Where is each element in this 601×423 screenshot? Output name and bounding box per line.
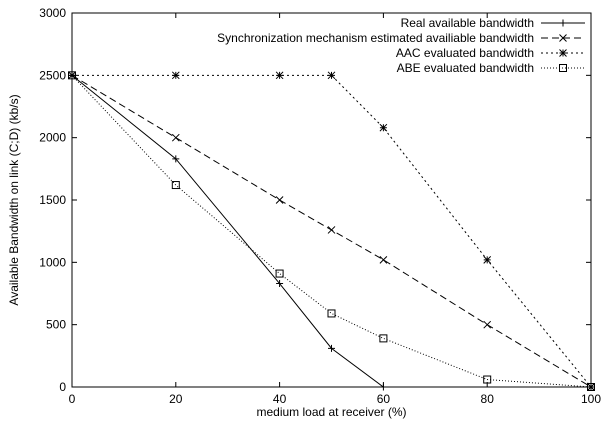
data-point bbox=[559, 34, 567, 42]
series-2 bbox=[68, 71, 595, 391]
data-point bbox=[483, 255, 492, 264]
data-point bbox=[171, 71, 180, 80]
x-tick-label: 60 bbox=[377, 392, 391, 406]
x-tick-label: 100 bbox=[581, 392, 601, 406]
series-3 bbox=[68, 71, 595, 391]
data-point bbox=[483, 320, 492, 329]
y-tick-label: 1000 bbox=[39, 255, 66, 269]
x-tick-label: 40 bbox=[273, 392, 287, 406]
data-point bbox=[379, 123, 388, 132]
y-tick-label: 2500 bbox=[39, 68, 66, 82]
data-point bbox=[172, 155, 180, 163]
data-point bbox=[327, 226, 336, 234]
data-point bbox=[171, 181, 180, 190]
data-point bbox=[171, 133, 180, 142]
y-axis-title: Available Bandwidth on link (C;D) (kb/s) bbox=[7, 94, 21, 305]
series-line bbox=[71, 74, 592, 388]
legend-label: AAC evaluated bandwidth bbox=[396, 46, 534, 60]
data-point bbox=[379, 255, 388, 264]
x-tick-label: 0 bbox=[69, 392, 76, 406]
x-tick-label: 20 bbox=[169, 392, 183, 406]
data-point bbox=[327, 309, 336, 318]
y-tick-label: 2000 bbox=[39, 131, 66, 145]
x-tick-label: 80 bbox=[481, 392, 495, 406]
plot-frame bbox=[71, 12, 592, 388]
data-point bbox=[275, 196, 284, 204]
y-tick-label: 500 bbox=[46, 318, 66, 332]
data-point bbox=[275, 269, 284, 278]
y-tick-label: 0 bbox=[59, 380, 66, 394]
data-point bbox=[483, 375, 492, 384]
y-tick-label: 1500 bbox=[39, 193, 66, 207]
series-line bbox=[71, 74, 384, 388]
chart-legend: Real available bandwidthSynchronization … bbox=[217, 16, 585, 75]
series-line bbox=[71, 74, 592, 388]
chart-series bbox=[68, 71, 595, 391]
data-point bbox=[379, 334, 388, 343]
legend-label: Real available bandwidth bbox=[401, 16, 534, 30]
data-point bbox=[327, 71, 336, 80]
y-tick-label: 3000 bbox=[39, 6, 66, 20]
legend-label: Synchronization mechanism estimated avai… bbox=[217, 31, 534, 45]
data-point bbox=[559, 19, 567, 27]
data-point bbox=[559, 64, 567, 72]
series-0 bbox=[68, 71, 387, 391]
data-point bbox=[275, 71, 284, 80]
data-point bbox=[328, 344, 335, 352]
legend-label: ABE evaluated bandwidth bbox=[397, 61, 534, 75]
data-point bbox=[276, 280, 284, 288]
series-1 bbox=[68, 71, 595, 391]
x-axis-title: medium load at receiver (%) bbox=[256, 405, 406, 419]
data-point bbox=[559, 49, 567, 57]
